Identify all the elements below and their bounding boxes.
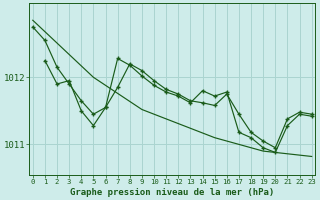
X-axis label: Graphe pression niveau de la mer (hPa): Graphe pression niveau de la mer (hPa) — [70, 188, 274, 197]
